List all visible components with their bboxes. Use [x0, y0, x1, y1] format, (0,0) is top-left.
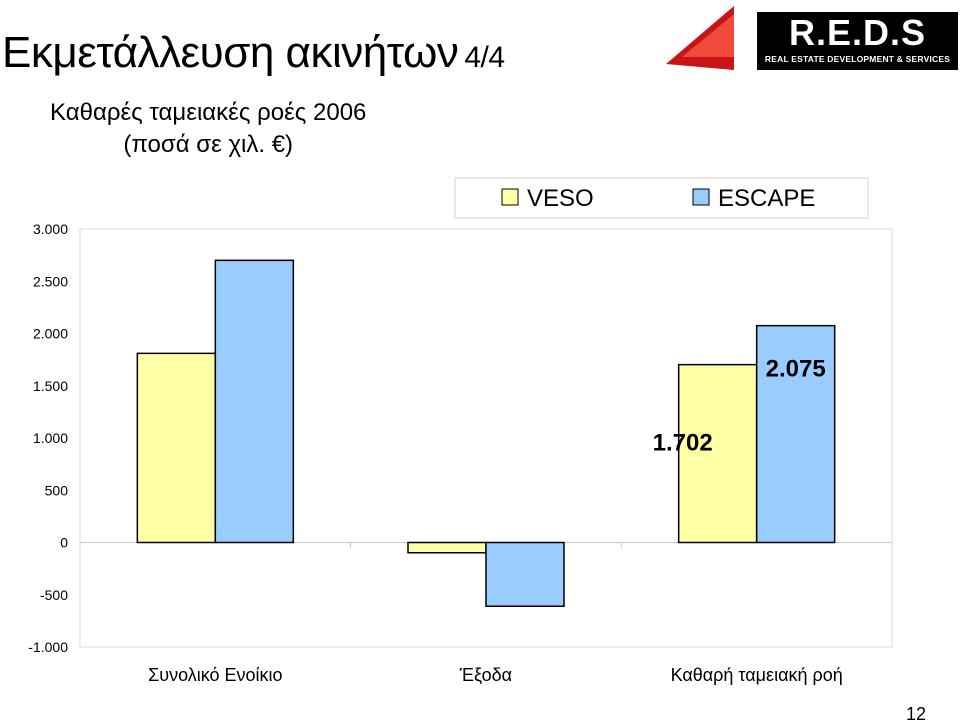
legend-label: ESCAPE: [718, 185, 815, 212]
bar-escape: [214, 259, 295, 544]
slide-title: Εκμετάλλευση ακινήτων 4/4: [2, 28, 505, 78]
y-tick-label: 2.500: [33, 273, 68, 289]
x-category-label: Έξοδα: [459, 665, 512, 685]
reds-logo: R.E.D.S REAL ESTATE DEVELOPMENT & SERVIC…: [662, 2, 958, 72]
bar-escape: [485, 541, 565, 607]
slide-title-page: 4/4: [464, 41, 505, 74]
legend-box: [454, 177, 869, 219]
legend-swatch-escape: [692, 188, 710, 206]
data-label: 2.075: [766, 356, 826, 383]
x-category-label: Καθαρή ταμειακή ροή: [671, 665, 843, 685]
plot-area: [79, 228, 893, 648]
y-tick-label: 1.000: [33, 430, 68, 446]
red-triangle-mark-icon: [666, 6, 734, 70]
y-tick-label: 500: [45, 482, 69, 498]
subtitle-line-2: (ποσά σε χιλ. €): [123, 131, 294, 158]
slide-title-text: Εκμετάλλευση ακινήτων: [2, 28, 459, 77]
legend-label: VESO: [527, 185, 594, 212]
chart-subtitle: Καθαρές ταμειακές ροές 2006 (ποσά σε χιλ…: [50, 97, 366, 161]
y-tick-label: 1.500: [33, 378, 68, 394]
bar-escape: [755, 324, 836, 544]
x-category-label: Συνολικό Ενοίκιο: [148, 665, 282, 685]
legend-swatch-veso: [501, 188, 519, 206]
y-tick-label: 0: [60, 535, 68, 551]
y-tick-label: 3.000: [33, 221, 68, 237]
subtitle-line-1: Καθαρές ταμειακές ροές 2006: [50, 99, 367, 126]
logo-name: R.E.D.S: [788, 12, 927, 53]
bar-veso: [407, 541, 487, 554]
y-tick-label: 2.000: [33, 326, 68, 342]
logo-box: R.E.D.S REAL ESTATE DEVELOPMENT & SERVIC…: [757, 12, 958, 70]
bar-veso: [136, 352, 217, 544]
data-label: 1.702: [653, 430, 713, 457]
y-tick-label: -1.000: [28, 639, 68, 655]
y-tick-label: -500: [40, 587, 68, 603]
page-number: 12: [905, 704, 926, 724]
logo-tagline: REAL ESTATE DEVELOPMENT & SERVICES: [764, 54, 951, 64]
